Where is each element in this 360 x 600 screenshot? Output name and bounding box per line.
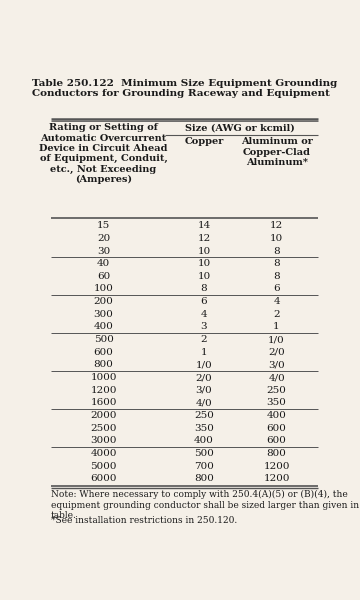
Text: 8: 8 <box>273 272 280 281</box>
Text: 600: 600 <box>267 424 287 433</box>
Text: 2: 2 <box>201 335 207 344</box>
Text: 10: 10 <box>197 272 211 281</box>
Text: 2/0: 2/0 <box>195 373 212 382</box>
Text: 1200: 1200 <box>90 386 117 395</box>
Text: 6000: 6000 <box>90 474 117 483</box>
Text: 2/0: 2/0 <box>268 348 285 357</box>
Text: 60: 60 <box>97 272 110 281</box>
Text: 12: 12 <box>270 221 283 230</box>
Text: 6: 6 <box>273 284 280 293</box>
Text: 12: 12 <box>197 234 211 243</box>
Text: Aluminum or
Copper-Clad
Aluminum*: Aluminum or Copper-Clad Aluminum* <box>240 137 312 167</box>
Text: 3000: 3000 <box>90 436 117 445</box>
Text: Size (AWG or kcmil): Size (AWG or kcmil) <box>185 123 295 132</box>
Text: 1: 1 <box>201 348 207 357</box>
Text: 400: 400 <box>267 411 287 420</box>
Text: 3: 3 <box>201 322 207 331</box>
Text: 800: 800 <box>267 449 287 458</box>
Text: 400: 400 <box>94 322 113 331</box>
Text: 15: 15 <box>97 221 110 230</box>
Text: 1600: 1600 <box>90 398 117 407</box>
Text: 500: 500 <box>94 335 113 344</box>
Text: 600: 600 <box>94 348 113 357</box>
Text: 400: 400 <box>194 436 214 445</box>
Text: 5000: 5000 <box>90 461 117 470</box>
Text: 1: 1 <box>273 322 280 331</box>
Text: 8: 8 <box>201 284 207 293</box>
Text: 800: 800 <box>94 361 113 370</box>
Text: 2000: 2000 <box>90 411 117 420</box>
Text: 8: 8 <box>273 247 280 256</box>
Text: Rating or Setting of
Automatic Overcurrent
Device in Circuit Ahead
of Equipment,: Rating or Setting of Automatic Overcurre… <box>39 123 168 184</box>
Text: 3/0: 3/0 <box>195 386 212 395</box>
Text: 2: 2 <box>273 310 280 319</box>
Text: 1/0: 1/0 <box>268 335 285 344</box>
Text: Note: Where necessary to comply with 250.4(A)(5) or (B)(4), the
equipment ground: Note: Where necessary to comply with 250… <box>50 490 360 520</box>
Text: 500: 500 <box>194 449 214 458</box>
Text: 6: 6 <box>201 297 207 306</box>
Text: 4: 4 <box>201 310 207 319</box>
Text: 350: 350 <box>194 424 214 433</box>
Text: 800: 800 <box>194 474 214 483</box>
Text: 10: 10 <box>270 234 283 243</box>
Text: *See installation restrictions in 250.120.: *See installation restrictions in 250.12… <box>50 515 237 524</box>
Text: 200: 200 <box>94 297 113 306</box>
Text: 10: 10 <box>197 259 211 268</box>
Text: 600: 600 <box>267 436 287 445</box>
Text: 250: 250 <box>194 411 214 420</box>
Text: 40: 40 <box>97 259 110 268</box>
Text: 4/0: 4/0 <box>195 398 212 407</box>
Text: 14: 14 <box>197 221 211 230</box>
Text: 1200: 1200 <box>263 461 290 470</box>
Text: 1/0: 1/0 <box>195 361 212 370</box>
Text: 10: 10 <box>197 247 211 256</box>
Text: 4: 4 <box>273 297 280 306</box>
Text: 8: 8 <box>273 259 280 268</box>
Text: 1200: 1200 <box>263 474 290 483</box>
Text: 2500: 2500 <box>90 424 117 433</box>
Text: 100: 100 <box>94 284 113 293</box>
Text: 4000: 4000 <box>90 449 117 458</box>
Text: 4/0: 4/0 <box>268 373 285 382</box>
Text: 3/0: 3/0 <box>268 361 285 370</box>
Text: Table 250.122  Minimum Size Equipment Grounding
Conductors for Grounding Raceway: Table 250.122 Minimum Size Equipment Gro… <box>32 79 337 98</box>
Text: 1000: 1000 <box>90 373 117 382</box>
Text: 700: 700 <box>194 461 214 470</box>
Text: 20: 20 <box>97 234 110 243</box>
Text: 30: 30 <box>97 247 110 256</box>
Text: 350: 350 <box>267 398 287 407</box>
Text: 300: 300 <box>94 310 113 319</box>
Text: Copper: Copper <box>184 137 224 146</box>
Text: 250: 250 <box>267 386 287 395</box>
